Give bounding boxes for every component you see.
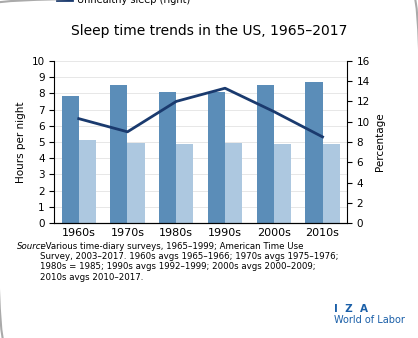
Bar xyxy=(79,140,96,223)
Text: Source: Source xyxy=(17,242,46,251)
Bar xyxy=(274,144,291,223)
Y-axis label: Percentage: Percentage xyxy=(375,113,385,171)
Legend: Average sleep (left), Unhealthy sleep (right), Average unhealthy sleep, <6 hours: Average sleep (left), Unhealthy sleep (r… xyxy=(54,0,418,9)
Bar xyxy=(323,144,339,223)
Y-axis label: Hours per night: Hours per night xyxy=(16,101,26,183)
Bar xyxy=(62,96,79,223)
Bar xyxy=(110,85,127,223)
Text: Sleep time trends in the US, 1965–2017: Sleep time trends in the US, 1965–2017 xyxy=(71,24,347,38)
Bar xyxy=(225,143,242,223)
Bar xyxy=(208,93,225,223)
Text: : Various time-diary surveys, 1965–1999; American Time Use
Survey, 2003–2017. 19: : Various time-diary surveys, 1965–1999;… xyxy=(40,242,338,282)
Bar xyxy=(176,144,193,223)
Bar xyxy=(127,143,145,223)
Text: I  Z  A: I Z A xyxy=(334,304,368,314)
Bar xyxy=(257,85,274,223)
Bar xyxy=(306,82,323,223)
Text: World of Labor: World of Labor xyxy=(334,315,405,325)
Bar xyxy=(159,93,176,223)
